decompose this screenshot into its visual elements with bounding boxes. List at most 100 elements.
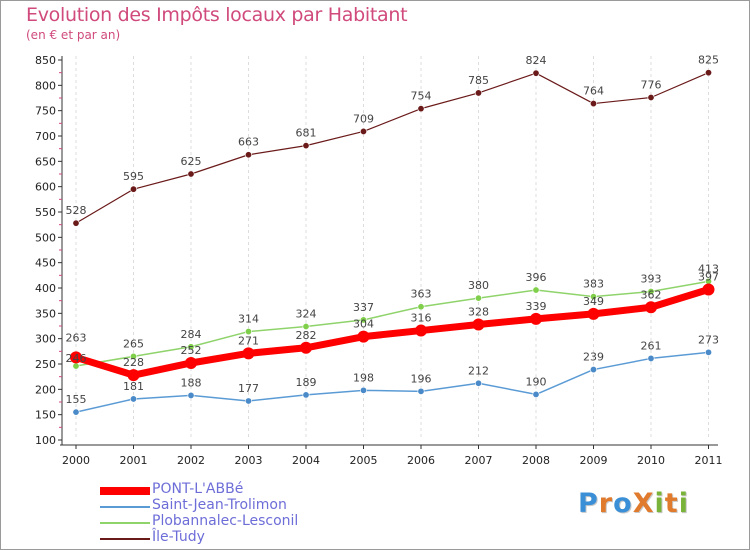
x-tick-label: 2010	[637, 454, 665, 467]
data-point-pont-l-abb	[300, 341, 312, 354]
legend-item-saint-jean-trolimon: Saint-Jean-Trolimon	[100, 497, 400, 514]
y-tick-label: 800	[35, 79, 56, 92]
data-point-le-tudy	[359, 127, 367, 135]
legend-item-plobannalec-lesconil: Plobannalec-Lesconil	[100, 513, 400, 530]
data-label-pont-l-abb: 271	[238, 334, 259, 347]
data-point-saint-jean-trolimon	[589, 366, 597, 374]
legend-label: Plobannalec-Lesconil	[152, 513, 299, 529]
data-point-plobannalec-lesconil	[417, 303, 425, 311]
y-tick-label: 600	[35, 181, 56, 194]
data-point-saint-jean-trolimon	[72, 408, 80, 416]
data-point-le-tudy	[532, 69, 540, 77]
data-point-pont-l-abb	[415, 324, 427, 337]
data-point-pont-l-abb	[702, 283, 715, 296]
series-line-pont-l-abb	[74, 286, 710, 379]
x-tick-label: 2000	[62, 454, 90, 467]
data-label-plobannalec-lesconil: 393	[641, 273, 662, 286]
data-label-saint-jean-trolimon: 198	[353, 371, 374, 384]
data-label-le-tudy: 595	[123, 170, 144, 183]
data-label-pont-l-abb: 316	[411, 312, 432, 325]
data-label-pont-l-abb: 349	[583, 295, 604, 308]
data-point-plobannalec-lesconil	[302, 323, 310, 331]
data-point-saint-jean-trolimon	[474, 379, 482, 387]
logo-letter: i	[654, 488, 665, 519]
series-line-plobannalec-lesconil	[75, 280, 709, 367]
y-tick-label: 500	[35, 231, 56, 244]
data-point-saint-jean-trolimon	[187, 391, 195, 399]
data-point-plobannalec-lesconil	[130, 352, 138, 360]
data-label-pont-l-abb: 263	[66, 331, 87, 344]
data-point-le-tudy	[72, 219, 80, 227]
data-point-plobannalec-lesconil	[474, 294, 482, 302]
data-point-pont-l-abb	[645, 301, 657, 314]
data-label-pont-l-abb: 362	[641, 288, 662, 301]
x-tick-label: 2006	[407, 454, 435, 467]
y-tick-label: 300	[35, 333, 56, 346]
y-tick-label: 850	[35, 54, 56, 67]
chart-legend: PONT-L'ABBé Saint-Jean-Trolimon Plobanna…	[100, 481, 400, 545]
data-label-plobannalec-lesconil: 396	[526, 271, 547, 284]
data-label-le-tudy: 754	[411, 90, 432, 103]
data-point-pont-l-abb	[185, 356, 197, 369]
data-label-plobannalec-lesconil: 324	[296, 308, 317, 321]
y-tick-label: 650	[35, 155, 56, 168]
x-tick-label: 2008	[522, 454, 550, 467]
data-point-le-tudy	[474, 89, 482, 97]
data-point-le-tudy	[302, 142, 310, 150]
data-point-saint-jean-trolimon	[302, 391, 310, 399]
data-point-pont-l-abb	[530, 312, 542, 325]
data-label-plobannalec-lesconil: 337	[353, 301, 374, 314]
data-label-saint-jean-trolimon: 177	[238, 382, 259, 395]
data-label-plobannalec-lesconil: 246	[66, 352, 87, 365]
data-point-pont-l-abb	[357, 330, 370, 343]
data-label-plobannalec-lesconil: 380	[468, 279, 489, 292]
legend-swatch	[100, 538, 150, 540]
data-label-le-tudy: 709	[353, 112, 374, 125]
data-point-plobannalec-lesconil	[589, 293, 597, 301]
data-point-plobannalec-lesconil	[359, 316, 367, 324]
data-label-saint-jean-trolimon: 196	[411, 372, 432, 385]
data-label-saint-jean-trolimon: 239	[583, 351, 604, 364]
data-point-saint-jean-trolimon	[359, 386, 367, 394]
y-tick-label: 200	[35, 383, 56, 396]
x-tick-label: 2005	[350, 454, 378, 467]
y-tick-label: 150	[35, 409, 56, 422]
data-point-le-tudy	[704, 69, 712, 77]
chart-subtitle: (en € et par an)	[26, 28, 121, 42]
y-tick-label: 100	[35, 434, 56, 447]
data-point-le-tudy	[187, 170, 195, 178]
legend-label: Saint-Jean-Trolimon	[152, 497, 287, 513]
data-label-pont-l-abb: 328	[468, 305, 489, 318]
data-label-le-tudy: 528	[66, 204, 87, 217]
logo-letter: X	[632, 488, 655, 519]
legend-label: Île-Tudy	[152, 529, 205, 545]
data-label-saint-jean-trolimon: 190	[526, 375, 547, 388]
y-tick-label: 400	[35, 282, 56, 295]
data-point-pont-l-abb	[127, 369, 140, 382]
data-point-saint-jean-trolimon	[704, 348, 712, 356]
logo-letter: o	[613, 488, 633, 519]
data-label-le-tudy: 625	[181, 155, 202, 168]
data-point-pont-l-abb	[587, 307, 600, 320]
series-line-le-tudy	[75, 72, 709, 224]
logo-letter: i	[678, 488, 689, 519]
data-point-plobannalec-lesconil	[532, 286, 540, 294]
proxiti-logo: ProXiti	[578, 488, 689, 519]
x-tick-label: 2009	[580, 454, 608, 467]
data-label-le-tudy: 776	[641, 78, 662, 91]
legend-label: PONT-L'ABBé	[152, 481, 244, 497]
data-point-saint-jean-trolimon	[532, 390, 540, 398]
data-point-pont-l-abb	[472, 318, 485, 331]
data-label-saint-jean-trolimon: 181	[123, 380, 144, 393]
data-label-le-tudy: 824	[526, 54, 547, 67]
data-label-plobannalec-lesconil: 413	[698, 262, 719, 275]
legend-swatch	[100, 487, 150, 495]
data-label-pont-l-abb: 397	[698, 271, 719, 284]
data-point-saint-jean-trolimon	[647, 354, 655, 362]
logo-letter: r	[598, 488, 614, 519]
data-label-plobannalec-lesconil: 363	[411, 288, 432, 301]
data-label-plobannalec-lesconil: 383	[583, 278, 604, 291]
data-point-saint-jean-trolimon	[417, 387, 425, 395]
data-label-pont-l-abb: 282	[296, 329, 317, 342]
